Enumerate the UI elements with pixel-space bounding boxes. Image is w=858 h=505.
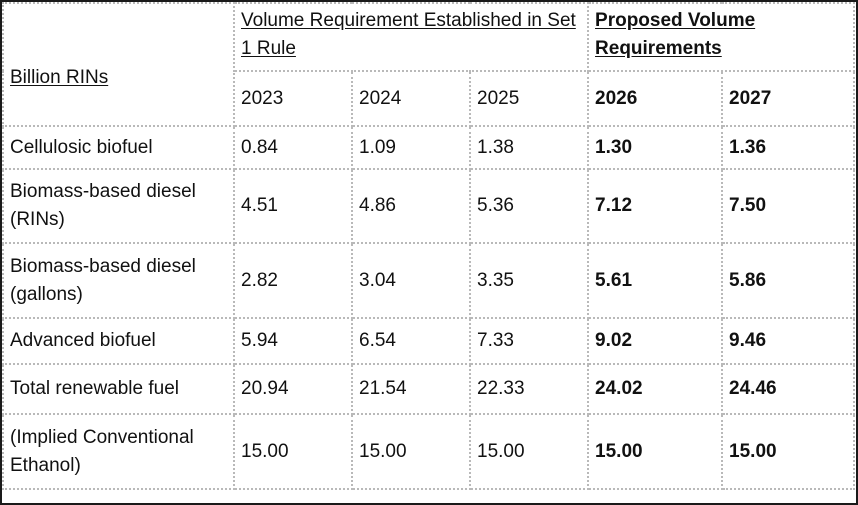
year-header-2027: 2027 <box>721 70 856 127</box>
group-header-set1-label: Volume Requirement Established in Set 1 … <box>241 10 576 59</box>
table-cell: 1.36 <box>721 125 856 170</box>
volume-requirements-table: Billion RINs Volume Requirement Establis… <box>2 2 856 490</box>
table-cell: 7.12 <box>587 168 724 244</box>
corner-label: Billion RINs <box>10 66 109 88</box>
table-cell: 15.00 <box>233 413 353 490</box>
year-header-2024: 2024 <box>351 70 471 127</box>
header-row-groups: Billion RINs Volume Requirement Establis… <box>2 2 856 127</box>
table-cell: 9.02 <box>587 317 724 365</box>
row-label: Cellulosic biofuel <box>2 125 235 170</box>
row-label: Total renewable fuel <box>2 363 235 415</box>
row-label: Advanced biofuel <box>2 317 235 365</box>
table-cell: 1.09 <box>351 125 471 170</box>
table-row: Advanced biofuel 5.94 6.54 7.33 9.02 9.4… <box>2 317 856 365</box>
year-header-2025: 2025 <box>468 70 590 127</box>
table-cell: 9.46 <box>721 317 856 365</box>
table-cell: 5.61 <box>587 242 724 319</box>
table-cell: 15.00 <box>587 413 724 490</box>
table-cell: 15.00 <box>468 413 590 490</box>
table-cell: 24.02 <box>587 363 724 415</box>
table-cell: 22.33 <box>468 363 590 415</box>
table-cell: 4.86 <box>351 168 471 244</box>
table-cell: 3.04 <box>351 242 471 319</box>
row-label: Biomass-based diesel (RINs) <box>2 168 235 244</box>
table-row: Biomass-based diesel (RINs) 4.51 4.86 5.… <box>2 168 856 244</box>
table-cell: 1.30 <box>587 125 724 170</box>
table-cell: 24.46 <box>721 363 856 415</box>
table-cell: 7.50 <box>721 168 856 244</box>
table-row: Biomass-based diesel (gallons) 2.82 3.04… <box>2 242 856 319</box>
header-row-years: 2023 2024 2025 2026 2027 <box>3 70 856 127</box>
year-header-2026: 2026 <box>587 70 724 127</box>
table-cell: 20.94 <box>233 363 353 415</box>
table-cell: 3.35 <box>468 242 590 319</box>
table-row: (Implied Conventional Ethanol) 15.00 15.… <box>2 413 856 490</box>
table-cell: 6.54 <box>351 317 471 365</box>
row-label: Biomass-based diesel (gallons) <box>2 242 235 319</box>
table-row: Total renewable fuel 20.94 21.54 22.33 2… <box>2 363 856 415</box>
table-cell: 5.94 <box>233 317 353 365</box>
table-cell: 15.00 <box>351 413 471 490</box>
corner-header-cell: Billion RINs <box>2 2 235 127</box>
table-cell: 15.00 <box>721 413 856 490</box>
table-cell: 5.36 <box>468 168 590 244</box>
table-cell: 1.38 <box>468 125 590 170</box>
year-header-2023: 2023 <box>233 70 353 127</box>
table-row: Cellulosic biofuel 0.84 1.09 1.38 1.30 1… <box>2 125 856 170</box>
table-cell: 5.86 <box>721 242 856 319</box>
table-cell: 0.84 <box>233 125 353 170</box>
table-cell: 4.51 <box>233 168 353 244</box>
group-header-proposed-label: Proposed Volume Requirements <box>595 10 756 59</box>
table-cell: 7.33 <box>468 317 590 365</box>
row-label: (Implied Conventional Ethanol) <box>2 413 235 490</box>
group-header-proposed: Proposed Volume Requirements <box>587 2 856 72</box>
group-header-set1: Volume Requirement Established in Set 1 … <box>232 2 590 72</box>
table-cell: 21.54 <box>351 363 471 415</box>
table-cell: 2.82 <box>233 242 353 319</box>
